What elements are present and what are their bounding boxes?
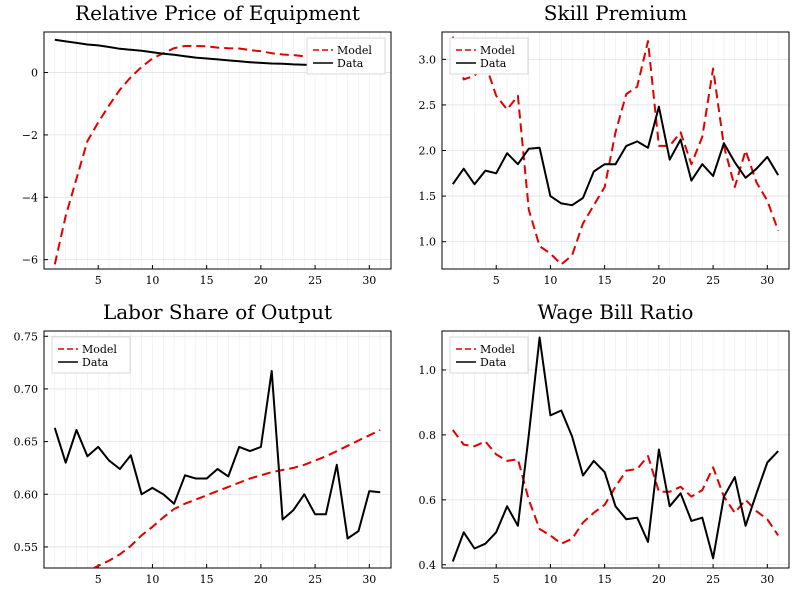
y-tick-label: 0.75 [14,330,39,343]
y-tick-label: 2.0 [419,145,437,158]
series-line-data [451,336,779,562]
legend-label-model: Model [337,44,372,57]
x-tick-label: 5 [493,573,500,586]
y-tick-label: 0.60 [14,488,39,501]
series-line-model [91,429,381,568]
y-tick-label: 2.5 [419,99,437,112]
x-tick-label: 10 [543,274,557,287]
panel-title: Skill Premium [544,1,687,25]
x-tick-label: 30 [362,274,376,287]
x-tick-label: 20 [254,573,268,586]
panel-2: 5 10 15 20 25 30 1.0 1.5 2.0 2.5 3.0 Skill Premium M… [419,1,790,287]
x-tick-label: 10 [145,573,159,586]
legend-label-model: Model [480,343,515,356]
panel-3: 5 10 15 20 25 30 0.55 0.60 0.65 0.70 0.75 Labor Sha… [14,300,392,586]
panel-title: Relative Price of Equipment [75,1,360,25]
x-tick-label: 20 [652,274,666,287]
x-tick-label: 5 [493,274,500,287]
y-tick-label: 3.0 [419,53,437,66]
legend-box [449,37,529,75]
grid-lines [441,331,790,568]
legend-box [51,336,131,374]
x-tick-label: 5 [95,573,102,586]
y-tick-label: 0.70 [14,383,39,396]
plot-frame [43,330,392,569]
y-tick-label: −2 [22,129,38,142]
y-tick-label: 1.5 [419,190,437,203]
series-group [53,370,381,568]
legend-label-data: Data [480,57,507,70]
y-tick-label: 0.55 [14,541,39,554]
x-tick-label: 15 [200,274,214,287]
series-group [451,36,780,266]
y-tick-label: 0 [31,67,38,80]
legend-label-data: Data [82,356,109,369]
panel-1: 5 10 15 20 25 30 −6 −4 −2 0 Relative Price of Equi… [22,1,392,287]
grid-lines [43,32,392,269]
y-tick-label: −6 [22,254,38,267]
x-tick-label: 15 [200,573,214,586]
legend-label-model: Model [480,44,515,57]
plot-frame [441,330,790,569]
grid-lines [441,32,790,269]
legend-box [449,336,529,374]
y-tick-label: 0.6 [419,494,437,507]
legend-label-data: Data [480,356,507,369]
panel-title: Labor Share of Output [103,300,332,324]
legend-label-model: Model [82,343,117,356]
panel-4: 5 10 15 20 25 30 0.4 0.6 0.8 1.0 Wage Bill Ratio Mo… [419,300,790,586]
y-tick-label: −4 [22,191,38,204]
x-tick-label: 25 [706,573,720,586]
x-tick-label: 20 [652,573,666,586]
series-line-data [53,370,381,540]
legend-box [306,37,386,75]
series-line-data [451,105,780,207]
y-tick-label: 0.8 [419,429,437,442]
panel-title: Wage Bill Ratio [538,300,694,324]
x-tick-label: 30 [760,274,774,287]
y-tick-label: 0.4 [419,559,437,572]
x-tick-label: 5 [95,274,102,287]
x-tick-label: 30 [760,573,774,586]
x-tick-label: 15 [598,573,612,586]
x-tick-label: 10 [145,274,159,287]
x-tick-label: 15 [598,274,612,287]
y-tick-label: 0.65 [14,436,39,449]
series-group [451,336,780,562]
y-tick-label: 1.0 [419,364,437,377]
x-tick-label: 20 [254,274,268,287]
plot-frame [43,31,392,270]
y-tick-label: 1.0 [419,236,437,249]
x-tick-label: 25 [706,274,720,287]
x-tick-label: 25 [308,573,322,586]
legend-label-data: Data [337,57,364,70]
x-tick-label: 10 [543,573,557,586]
x-tick-label: 30 [362,573,376,586]
x-tick-label: 25 [308,274,322,287]
